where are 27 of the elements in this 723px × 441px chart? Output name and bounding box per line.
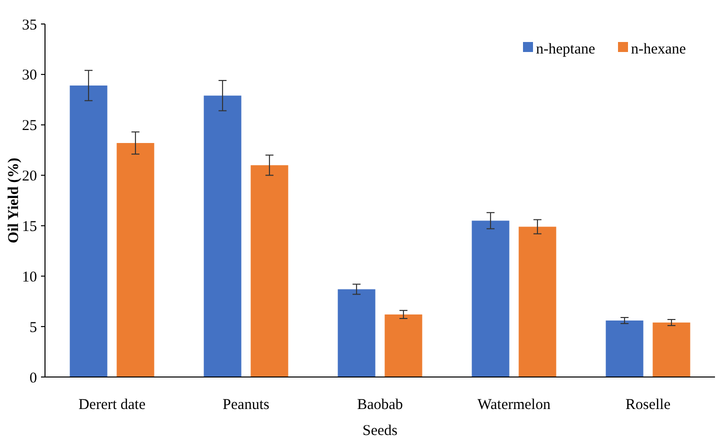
bar	[606, 320, 644, 377]
legend-label: n-heptane	[536, 41, 596, 58]
x-tick-label: Derert date	[78, 397, 146, 413]
bar	[652, 322, 690, 377]
x-tick-label: Watermelon	[478, 397, 551, 413]
x-tick-label: Baobab	[357, 397, 403, 413]
y-axis-title: Oil Yield (%)	[6, 158, 22, 244]
bar	[518, 226, 556, 377]
bar	[472, 220, 510, 377]
x-tick-label: Peanuts	[222, 397, 270, 413]
y-tick-label: 0	[30, 370, 37, 386]
bar	[204, 96, 242, 377]
y-tick-label: 25	[22, 118, 37, 134]
y-tick-label: 30	[22, 68, 37, 84]
y-tick-label: 10	[22, 269, 37, 286]
bar	[384, 314, 422, 377]
y-tick-label: 15	[22, 218, 37, 235]
x-axis-title: Seeds	[362, 423, 398, 439]
bar	[338, 289, 376, 377]
bar	[250, 165, 288, 377]
bar	[70, 86, 108, 377]
bar	[116, 143, 154, 377]
y-tick-label: 20	[22, 168, 37, 185]
x-tick-label: Roselle	[626, 397, 671, 413]
y-tick-label: 35	[22, 17, 37, 34]
y-tick-label: 5	[30, 320, 37, 336]
legend-label: n-hexane	[631, 41, 686, 58]
